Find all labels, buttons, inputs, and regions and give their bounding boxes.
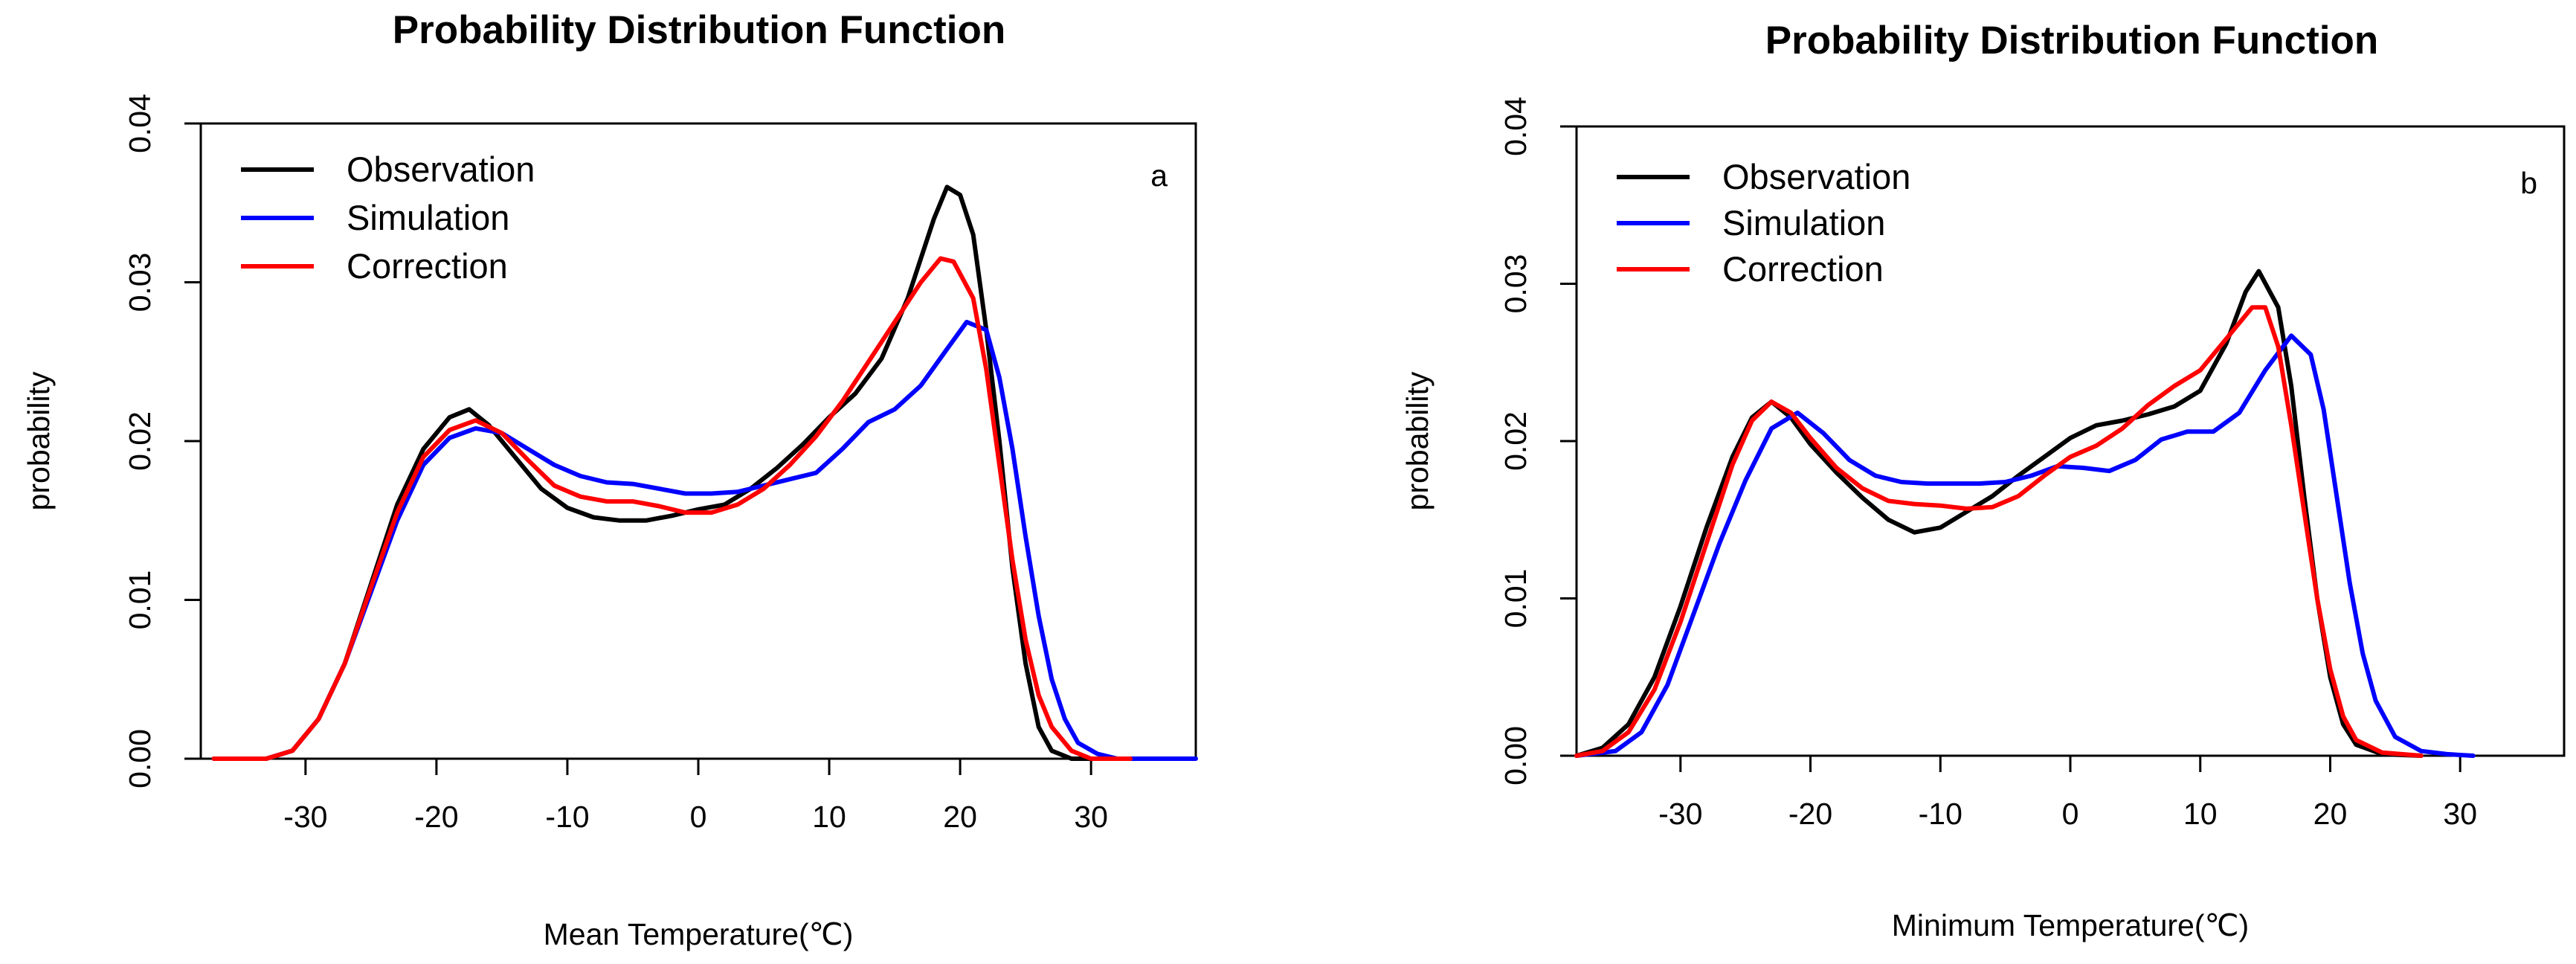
- legend-label-observation: Observation: [347, 150, 535, 189]
- chart-title: Probability Distribution Function: [1765, 19, 2378, 62]
- series-line-observation: [211, 184, 1107, 761]
- x-tick-label: -20: [414, 800, 458, 834]
- series-line-correction: [1574, 305, 2424, 758]
- panel-letter: b: [2520, 166, 2537, 200]
- y-tick-label: 0.04: [1498, 97, 1533, 156]
- x-tick-label: 0: [690, 800, 707, 834]
- y-tick-label: 0.02: [123, 411, 157, 471]
- y-tick-label: 0.03: [1498, 254, 1533, 314]
- legend-label-simulation: Simulation: [1722, 203, 1885, 242]
- x-tick-label: -20: [1788, 797, 1832, 831]
- y-tick-label: 0.04: [123, 94, 157, 153]
- y-tick-label: 0.02: [1498, 411, 1533, 471]
- x-tick-label: -10: [545, 800, 589, 834]
- panel-letter: a: [1150, 158, 1168, 193]
- x-tick-label: 20: [2313, 797, 2348, 831]
- series-line-simulation: [211, 319, 1198, 761]
- legend-label-simulation: Simulation: [347, 198, 509, 237]
- series-line-correction: [211, 256, 1133, 761]
- chart-panel-b: Probability Distribution Function -30 -20 -…: [1400, 19, 2566, 942]
- legend-label-correction: Correction: [1722, 249, 1884, 289]
- x-tick-label: 10: [812, 800, 846, 834]
- legend-label-correction: Correction: [347, 246, 508, 286]
- x-tick-label: -30: [283, 800, 327, 834]
- y-axis-title: probability: [1400, 371, 1434, 510]
- chart-panel-a: Probability Distribution Function -30 -20 -…: [22, 8, 1198, 951]
- y-tick-label: 0.01: [123, 571, 157, 630]
- x-axis-title: Mean Temperature(℃): [544, 917, 854, 951]
- x-tick-label: 30: [2443, 797, 2477, 831]
- y-axis-title: probability: [22, 371, 56, 510]
- y-tick-label: 0.00: [1498, 726, 1533, 785]
- x-tick-label: 0: [2062, 797, 2079, 831]
- series-line-simulation: [1574, 333, 2476, 758]
- y-tick-label: 0.00: [123, 729, 157, 788]
- x-axis-title: Minimum Temperature(℃): [1892, 908, 2249, 942]
- x-tick-label: 30: [1074, 800, 1108, 834]
- y-tick-label: 0.01: [1498, 569, 1533, 629]
- y-tick-label: 0.03: [123, 253, 157, 312]
- x-tick-label: -30: [1658, 797, 1702, 831]
- chart-title: Probability Distribution Function: [393, 8, 1005, 52]
- series-line-observation: [1574, 269, 2424, 758]
- x-tick-label: 20: [943, 800, 977, 834]
- legend-label-observation: Observation: [1722, 157, 1910, 196]
- x-tick-label: -10: [1919, 797, 1962, 831]
- x-tick-label: 10: [2183, 797, 2218, 831]
